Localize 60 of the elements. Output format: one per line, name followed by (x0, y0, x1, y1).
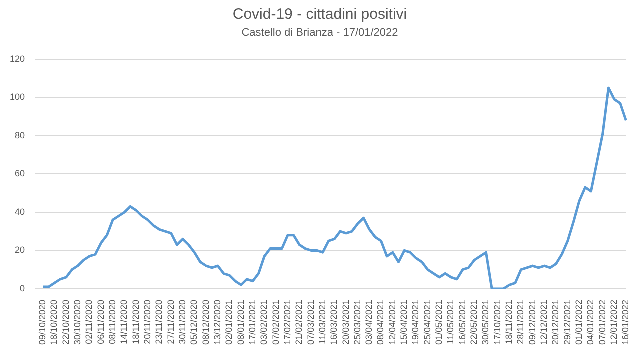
x-tick-label: 18/11/2021 (504, 300, 514, 344)
x-tick-label: 03/02/2021 (259, 300, 270, 346)
x-tick-label: 14/11/2020 (119, 300, 130, 344)
x-tick-label: 11/05/2021 (446, 300, 456, 344)
y-tick-label: 80 (15, 130, 26, 140)
x-tick-label: 12/12/2021 (539, 300, 550, 346)
x-tick-label: 09/10/2020 (38, 300, 48, 346)
x-tick-label: 06/11/2020 (96, 300, 106, 344)
x-tick-label: 21/02/2021 (294, 300, 304, 346)
x-tick-label: 13/12/2020 (212, 300, 222, 346)
x-tick-label: 16/01/2022 (620, 300, 631, 346)
x-tick-label: 30/05/2021 (480, 300, 491, 346)
y-tick-label: 60 (15, 168, 26, 179)
x-tick-label: 20/03/2021 (340, 300, 351, 346)
x-tick-label: 16/03/2021 (329, 300, 340, 346)
x-tick-label: 02/11/2020 (84, 300, 94, 344)
x-tick-label: 29/12/2021 (562, 300, 572, 346)
x-tick-label: 18/10/2020 (49, 300, 60, 346)
x-tick-label: 20/11/2020 (142, 300, 152, 344)
x-tick-label: 17/10/2021 (492, 300, 502, 346)
x-tick-label: 05/12/2020 (189, 300, 200, 346)
x-tick-label: 20/12/2021 (550, 300, 561, 346)
chart-subtitle: Castello di Brianza - 17/01/2022 (240, 27, 400, 39)
x-tick-label: 16/05/2021 (457, 300, 468, 346)
x-tick-label: 08/12/2020 (200, 300, 211, 346)
x-tick-label: 08/04/2021 (376, 300, 386, 346)
x-tick-label: 07/03/2021 (306, 300, 316, 346)
x-tick-label: 12/01/2022 (609, 300, 620, 346)
y-tick-label: 100 (10, 92, 26, 102)
x-tick-label: 27/11/2020 (166, 300, 176, 344)
x-tick-label: 12/04/2021 (387, 300, 398, 346)
x-tick-label: 15/04/2021 (399, 300, 410, 346)
chart-title: Covid-19 - cittadini positivi (232, 6, 408, 23)
x-tick-label: 28/11/2021 (516, 300, 526, 344)
x-tick-label: 08/01/2021 (236, 300, 246, 346)
y-tick-label: 40 (15, 206, 26, 217)
x-tick-label: 30/11/2020 (177, 300, 188, 344)
x-tick-label: 25/04/2021 (422, 300, 432, 346)
x-tick-label: 07/02/2021 (270, 300, 281, 346)
x-tick-label: 25/03/2021 (352, 300, 362, 346)
x-tick-label: 04/01/2022 (586, 300, 596, 346)
x-tick-label: 09/12/2021 (527, 300, 538, 346)
x-tick-label: 30/10/2020 (72, 300, 82, 346)
x-tick-label: 23/11/2020 (154, 300, 164, 344)
x-tick-label: 02/01/2021 (224, 300, 234, 346)
x-tick-label: 22/10/2020 (60, 300, 71, 346)
x-tick-label: 17/02/2021 (282, 300, 292, 346)
x-tick-label: 01/05/2021 (434, 300, 444, 346)
x-tick-label: 19/04/2021 (410, 300, 421, 346)
x-tick-label: 18/11/2020 (130, 300, 141, 344)
x-tick-label: 11/03/2021 (317, 300, 328, 344)
x-tick-label: 01/01/2022 (574, 300, 584, 346)
x-tick-label: 17/01/2021 (247, 300, 258, 346)
x-tick-label: 22/05/2021 (469, 300, 480, 346)
x-tick-label: 03/04/2021 (364, 300, 374, 346)
x-tick-label: 08/11/2020 (107, 300, 118, 344)
y-tick-label: 0 (20, 283, 26, 294)
x-tick-label: 07/01/2022 (597, 300, 608, 346)
y-tick-label: 120 (10, 54, 26, 64)
y-tick-label: 20 (15, 245, 26, 256)
